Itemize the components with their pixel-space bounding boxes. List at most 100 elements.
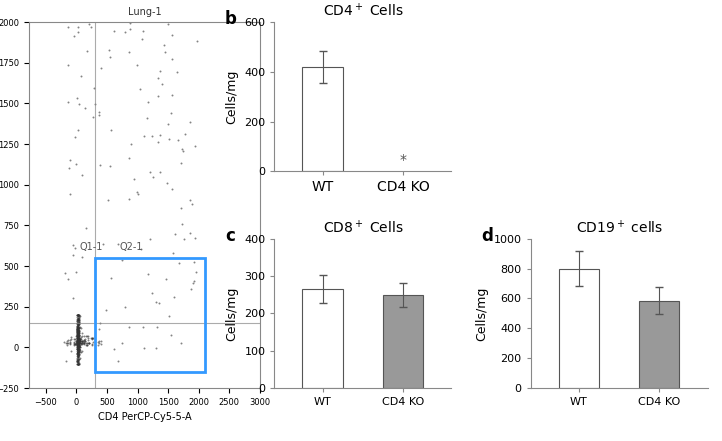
Point — [72, 314, 84, 321]
Point — [74, 336, 85, 343]
Point — [71, 342, 83, 349]
Point — [73, 333, 84, 340]
Point — [73, 360, 84, 367]
Title: CD19$^+$ cells: CD19$^+$ cells — [575, 219, 663, 236]
Point — [71, 321, 83, 328]
Point — [71, 338, 83, 345]
Point — [73, 314, 84, 321]
Point — [72, 340, 84, 348]
Point — [73, 347, 84, 354]
Point — [150, 299, 162, 306]
Point — [175, 159, 187, 166]
Point — [72, 316, 84, 323]
Point — [72, 329, 84, 336]
Point — [71, 348, 83, 355]
Point — [72, 353, 84, 360]
Point — [74, 335, 85, 342]
Point — [82, 332, 93, 339]
Point — [71, 316, 83, 323]
Point — [93, 325, 105, 333]
Bar — [303, 67, 343, 172]
Point — [72, 343, 84, 350]
Point — [95, 341, 107, 348]
Point — [72, 325, 84, 332]
Point — [73, 347, 84, 354]
Point — [188, 278, 199, 285]
Point — [71, 346, 83, 353]
Point — [77, 340, 89, 347]
Point — [74, 337, 86, 344]
Point — [105, 9, 117, 16]
Point — [73, 331, 84, 338]
Point — [73, 360, 84, 367]
Point — [73, 318, 84, 325]
Point — [175, 205, 186, 212]
Point — [71, 332, 82, 339]
Point — [73, 333, 84, 340]
Point — [79, 340, 90, 347]
Point — [93, 337, 105, 344]
Point — [179, 0, 191, 5]
Point — [72, 311, 84, 318]
Point — [72, 338, 84, 345]
Point — [72, 350, 84, 357]
Point — [97, 240, 108, 247]
Point — [71, 340, 83, 347]
Point — [131, 188, 143, 195]
Point — [86, 335, 97, 342]
Point — [178, 235, 190, 243]
Point — [73, 341, 84, 348]
Point — [72, 329, 84, 336]
Point — [163, 135, 175, 142]
Point — [75, 340, 87, 348]
Point — [71, 327, 82, 334]
Point — [72, 337, 84, 344]
Point — [72, 346, 84, 353]
Point — [72, 347, 84, 354]
Point — [71, 326, 83, 333]
Point — [72, 340, 84, 347]
Point — [186, 201, 198, 208]
Point — [71, 323, 83, 330]
Point — [72, 321, 84, 329]
Point — [74, 337, 86, 344]
Point — [71, 336, 83, 344]
Point — [71, 339, 83, 346]
Point — [71, 95, 82, 102]
Point — [138, 345, 149, 352]
Point — [131, 61, 143, 68]
Point — [73, 333, 84, 340]
Point — [144, 168, 156, 176]
Point — [73, 336, 84, 344]
Point — [70, 340, 82, 348]
Point — [71, 330, 83, 337]
Point — [123, 49, 135, 56]
Point — [73, 313, 84, 320]
Point — [72, 326, 84, 333]
Point — [80, 224, 92, 231]
Point — [72, 321, 84, 328]
Point — [73, 319, 84, 326]
Point — [72, 349, 84, 356]
Point — [64, 340, 76, 348]
Point — [77, 338, 88, 345]
Point — [93, 340, 105, 347]
Point — [64, 190, 76, 197]
Point — [151, 323, 162, 330]
Point — [81, 341, 92, 348]
Point — [73, 321, 84, 328]
Point — [72, 328, 84, 335]
Point — [70, 337, 82, 344]
Point — [72, 321, 84, 328]
Point — [72, 327, 84, 334]
Point — [82, 340, 94, 347]
Point — [152, 92, 163, 99]
Point — [73, 318, 84, 325]
Point — [74, 344, 86, 351]
Point — [60, 340, 71, 347]
Point — [68, 340, 79, 348]
Point — [72, 337, 84, 344]
Point — [71, 335, 83, 342]
Point — [75, 72, 87, 79]
Point — [71, 337, 83, 344]
